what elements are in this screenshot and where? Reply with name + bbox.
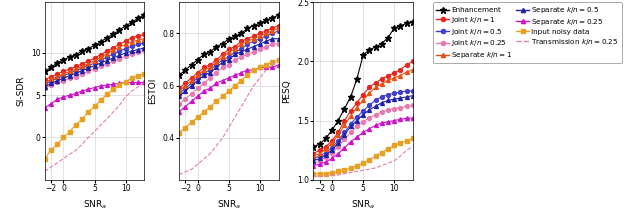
Y-axis label: SI-SDR: SI-SDR <box>17 76 26 106</box>
Y-axis label: ESTOI: ESTOI <box>148 78 157 104</box>
Y-axis label: PESQ: PESQ <box>283 79 292 103</box>
X-axis label: SNR$_a$: SNR$_a$ <box>83 198 106 211</box>
Legend: Enhancement, Joint $k/n = 1$, Joint $k/n = 0.5$, Joint $k/n = 0.25$, Separate $k: Enhancement, Joint $k/n = 1$, Joint $k/n… <box>433 2 621 63</box>
X-axis label: SNR$_a$: SNR$_a$ <box>351 198 375 211</box>
X-axis label: SNR$_a$: SNR$_a$ <box>217 198 241 211</box>
